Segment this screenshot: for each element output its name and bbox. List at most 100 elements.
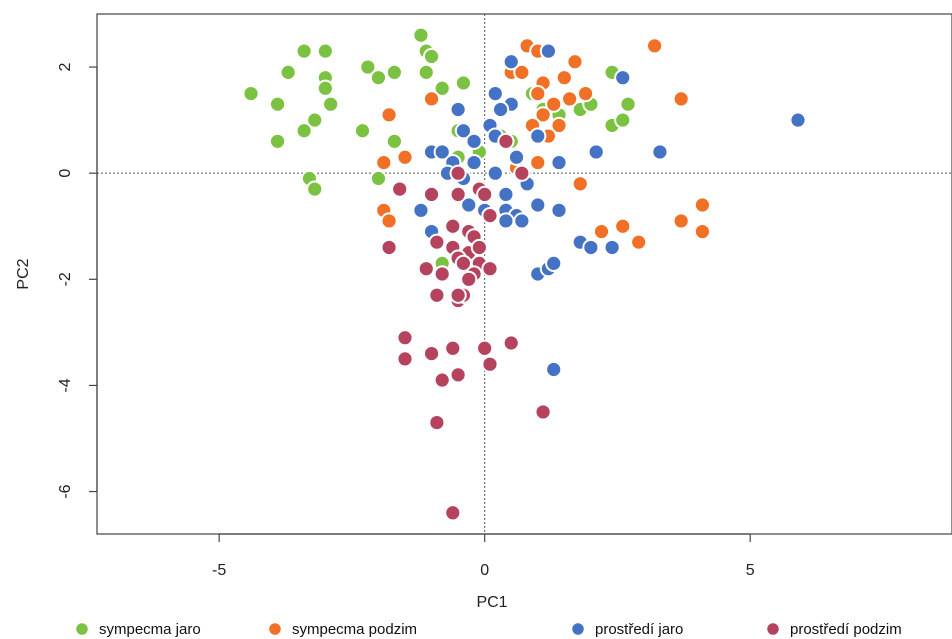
legend-label: sympecma jaro [99, 621, 201, 638]
data-point [449, 185, 467, 204]
data-point [481, 207, 499, 225]
data-point [375, 153, 393, 172]
y-axis-title: PC2 [15, 258, 32, 289]
data-point [449, 164, 467, 182]
data-point [481, 260, 499, 278]
y-tick-label: 2 [57, 63, 74, 72]
data-point [545, 95, 563, 113]
legend-item: sympecma podzim [267, 621, 417, 638]
data-point [465, 132, 483, 150]
data-point [444, 217, 462, 235]
data-point [433, 371, 451, 389]
data-point [460, 196, 478, 214]
data-point [619, 95, 637, 113]
data-point [476, 185, 494, 204]
series-3-points [412, 42, 807, 379]
y-tick-label: -6 [57, 484, 74, 498]
y-axis: 2 0 -2 -4 -6 [57, 63, 98, 499]
data-point [497, 212, 515, 230]
data-point [545, 254, 563, 272]
data-point [555, 69, 573, 87]
legend-swatch [267, 621, 283, 637]
data-point [571, 175, 589, 193]
legend-item: prostředí podzim [765, 621, 902, 638]
y-tick-label: -4 [57, 378, 74, 392]
data-point [385, 63, 403, 81]
x-tick-label: -5 [212, 562, 226, 579]
data-point [603, 238, 621, 257]
data-point [422, 90, 441, 108]
data-point [534, 403, 552, 421]
data-point [422, 344, 441, 363]
data-point [470, 238, 488, 257]
data-point [513, 164, 531, 182]
data-point [444, 339, 462, 357]
legend-swatch [765, 621, 781, 637]
data-point [380, 212, 398, 230]
data-point [460, 270, 478, 288]
legend-item: sympecma jaro [74, 621, 201, 638]
data-point [428, 413, 446, 432]
legend-swatch [74, 621, 90, 637]
data-points [242, 26, 807, 522]
data-point [614, 69, 632, 87]
data-point [529, 196, 547, 214]
data-point [295, 42, 313, 60]
data-point [295, 122, 313, 140]
data-point [454, 74, 473, 92]
data-point [481, 355, 499, 373]
data-point [279, 63, 297, 81]
data-point [486, 84, 504, 103]
data-point [693, 196, 712, 214]
data-point [306, 180, 324, 198]
data-point [396, 148, 414, 166]
data-point [672, 212, 690, 230]
data-point [353, 122, 372, 140]
data-point [391, 180, 409, 198]
x-axis: -5 0 5 [212, 533, 755, 579]
y-tick-label: 0 [57, 169, 74, 178]
data-point [497, 185, 515, 204]
data-point [422, 47, 441, 66]
data-point [433, 143, 451, 161]
data-point [651, 143, 669, 161]
data-point [428, 233, 446, 251]
legend: sympecma jaro sympecma podzim prostředí ja… [74, 621, 902, 638]
data-point [428, 286, 446, 304]
data-point [369, 169, 388, 188]
data-point [582, 238, 600, 257]
data-point [576, 84, 595, 103]
data-point [444, 504, 462, 522]
data-point [539, 42, 557, 60]
data-point [507, 148, 526, 166]
data-point [465, 153, 483, 172]
data-point [592, 222, 611, 241]
data-point [316, 42, 334, 60]
data-point [693, 222, 712, 241]
data-point [587, 143, 605, 161]
x-tick-label: 5 [746, 562, 755, 579]
data-point [380, 106, 398, 124]
legend-label: prostředí podzim [790, 621, 902, 638]
data-point [614, 111, 632, 129]
data-point [417, 260, 435, 278]
data-point [566, 53, 584, 71]
data-point [497, 132, 515, 150]
data-point [476, 339, 494, 357]
data-point [449, 366, 467, 384]
x-axis-title: PC1 [476, 594, 507, 611]
series-4-points [380, 132, 552, 522]
data-point [561, 90, 579, 108]
data-point [529, 84, 547, 103]
data-point [242, 84, 260, 103]
legend-label: sympecma podzim [292, 621, 417, 638]
data-point [550, 116, 568, 135]
data-point [412, 26, 430, 44]
data-point [534, 106, 552, 124]
data-point [502, 334, 520, 352]
data-point [492, 100, 510, 119]
data-point [433, 79, 451, 97]
data-point [396, 350, 414, 368]
legend-swatch [570, 621, 586, 637]
